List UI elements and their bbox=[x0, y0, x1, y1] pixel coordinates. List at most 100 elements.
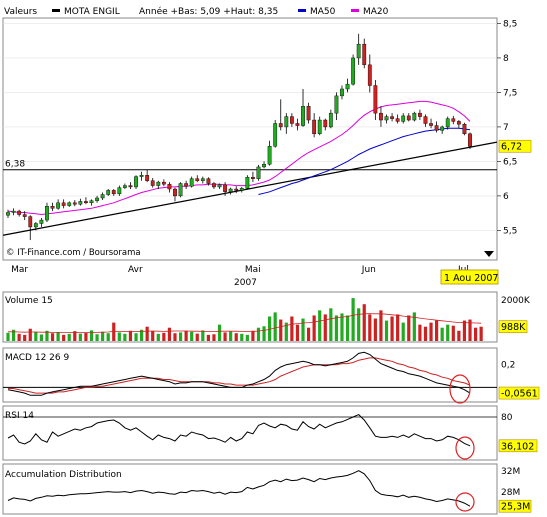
candle-body bbox=[161, 181, 166, 185]
ad-last-value: 25,3M bbox=[501, 502, 530, 513]
candle-body bbox=[440, 126, 445, 131]
candle-body bbox=[228, 188, 233, 192]
volume-bar bbox=[45, 330, 49, 341]
candle-body bbox=[100, 194, 105, 199]
candle bbox=[106, 189, 111, 196]
candle bbox=[161, 179, 166, 187]
ad-title: Accumulation Distribution bbox=[5, 470, 122, 480]
ad-annotation-circle bbox=[455, 492, 475, 512]
price-y-tick-label: 8,5 bbox=[503, 19, 517, 29]
scroll-down-arrow-icon[interactable] bbox=[484, 251, 494, 257]
volume-bar bbox=[334, 315, 339, 341]
security-name: MOTA ENGIL bbox=[64, 7, 120, 17]
chart-header: Valeurs MOTA ENGIL Année +Bas: 5,09 +Hau… bbox=[4, 6, 389, 17]
candle bbox=[239, 186, 244, 193]
volume-title: Volume 15 bbox=[5, 296, 53, 306]
candle bbox=[312, 113, 317, 138]
price-gridlines bbox=[3, 23, 497, 231]
candle bbox=[379, 106, 383, 127]
volume-bar bbox=[251, 330, 255, 341]
volume-bar bbox=[178, 332, 183, 341]
volume-bar bbox=[295, 324, 300, 341]
candle-body bbox=[395, 118, 400, 122]
candle-body bbox=[456, 121, 461, 125]
candle-body bbox=[401, 115, 406, 122]
trend-line bbox=[2, 141, 498, 236]
volume-bar bbox=[17, 333, 21, 341]
candle-body bbox=[239, 188, 244, 191]
price-y-axis: 5,5 6 6,5 7 7,5 8 8,5 bbox=[497, 19, 517, 236]
candle bbox=[440, 125, 445, 134]
candle-body bbox=[122, 185, 127, 188]
volume-bar bbox=[162, 332, 166, 341]
volume-bar bbox=[78, 333, 82, 341]
candle-body bbox=[345, 83, 350, 90]
volume-bar bbox=[73, 331, 77, 341]
candle bbox=[228, 187, 233, 195]
candle-body bbox=[106, 190, 111, 195]
candle bbox=[234, 186, 239, 194]
volume-bar bbox=[173, 333, 177, 341]
candle bbox=[195, 175, 200, 183]
volume-bar bbox=[384, 320, 389, 341]
candle-body bbox=[45, 206, 49, 221]
ma20-legend-swatch bbox=[351, 9, 359, 12]
candle-body bbox=[351, 57, 356, 85]
header-label: Valeurs bbox=[4, 7, 37, 17]
candle bbox=[317, 116, 322, 136]
rsi-title: RSI 14 bbox=[5, 411, 34, 421]
candle bbox=[390, 113, 394, 122]
candle bbox=[78, 198, 83, 206]
candle-body bbox=[328, 112, 333, 128]
candle-body bbox=[340, 88, 344, 97]
candle-body bbox=[189, 178, 194, 187]
volume-bar bbox=[139, 329, 144, 341]
candle-body bbox=[306, 106, 311, 121]
volume-bar bbox=[418, 324, 422, 341]
candle bbox=[251, 171, 255, 183]
candle bbox=[28, 215, 33, 241]
volume-bar bbox=[373, 318, 377, 341]
volume-bar bbox=[451, 325, 455, 341]
candle-body bbox=[362, 43, 367, 66]
volume-bar bbox=[279, 319, 283, 341]
ad-y-tick: 32M bbox=[501, 467, 520, 477]
volume-bar bbox=[351, 298, 355, 341]
candle-body bbox=[262, 163, 266, 168]
rsi-panel: RSI 14 80 36,102 bbox=[2, 405, 538, 461]
candle-body bbox=[223, 184, 227, 192]
ma50-legend-swatch bbox=[298, 9, 306, 12]
candle-body bbox=[212, 183, 216, 188]
macd-title: MACD 12 26 9 bbox=[5, 353, 69, 363]
volume-bar bbox=[345, 315, 350, 341]
candle bbox=[468, 132, 472, 150]
candle bbox=[6, 209, 10, 218]
volume-bar bbox=[151, 331, 155, 341]
volume-bar bbox=[306, 327, 311, 341]
year-range-text: Année +Bas: 5,09 +Haut: 8,35 bbox=[139, 6, 278, 17]
volume-bar bbox=[479, 326, 483, 341]
candle-body bbox=[206, 178, 211, 184]
candle-body bbox=[412, 112, 417, 121]
candle bbox=[373, 80, 378, 121]
candle bbox=[434, 121, 439, 133]
candle-body bbox=[317, 119, 322, 135]
candle bbox=[89, 199, 94, 206]
candle-body bbox=[284, 116, 289, 128]
candle bbox=[11, 208, 16, 216]
volume-bar bbox=[28, 328, 32, 341]
candle bbox=[173, 187, 177, 202]
candle bbox=[72, 200, 77, 207]
candle-body bbox=[50, 206, 55, 209]
volume-plot-frame bbox=[2, 291, 498, 343]
volume-bar bbox=[95, 334, 99, 341]
accumulation-panel: Accumulation Distribution 32M 28M 25,3M bbox=[2, 463, 532, 515]
volume-bar bbox=[412, 312, 416, 341]
candle bbox=[245, 175, 250, 190]
candle bbox=[100, 192, 105, 201]
candle bbox=[306, 102, 311, 124]
candle-body bbox=[56, 202, 60, 209]
candle bbox=[273, 120, 278, 148]
ad-plot-frame bbox=[2, 463, 498, 515]
